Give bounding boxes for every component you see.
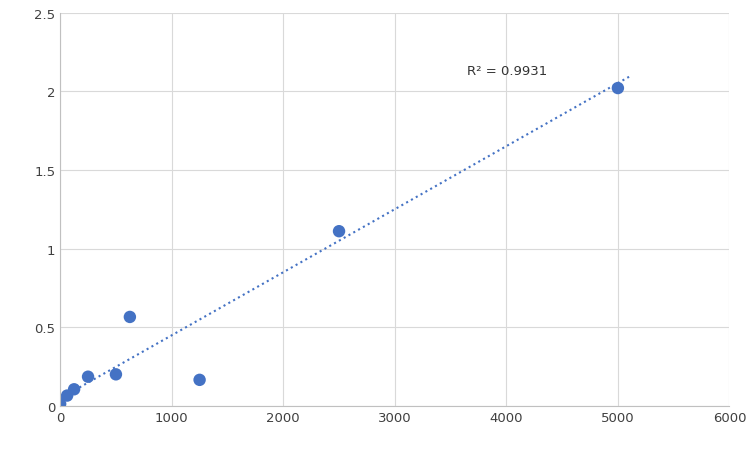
Point (612, 85, 624, 92)
Point (54, 400, 66, 408)
Point (61, 392, 73, 399)
Point (124, 313, 136, 321)
Point (68, 386, 80, 393)
Point (82, 373, 94, 381)
Point (333, 228, 345, 235)
Point (110, 371, 122, 378)
Point (193, 377, 205, 384)
Text: R² = 0.9931: R² = 0.9931 (467, 65, 547, 78)
